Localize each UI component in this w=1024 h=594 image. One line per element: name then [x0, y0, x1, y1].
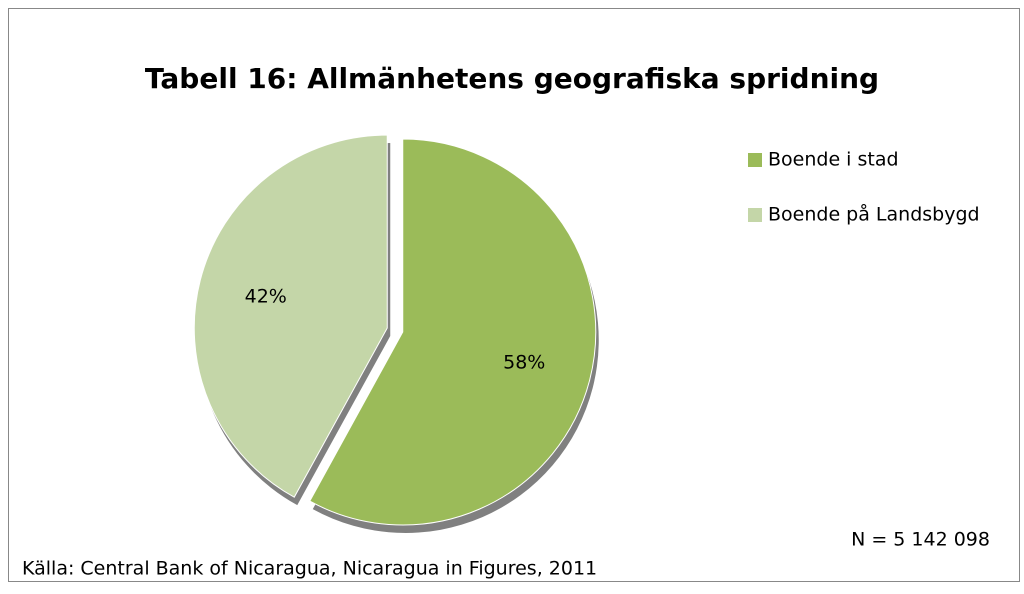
chart-title: Tabell 16: Allmänhetens geografiska spri…	[145, 62, 879, 95]
pie-slice	[193, 134, 388, 498]
data-label: 42%	[245, 285, 287, 307]
pie-slice	[309, 138, 597, 526]
annotation: Källa: Central Bank of Nicaragua, Nicara…	[22, 558, 597, 580]
legend-swatch	[748, 153, 762, 167]
legend-swatch	[748, 208, 762, 222]
legend-label: Boende på Landsbygd	[768, 203, 980, 226]
legend-label: Boende i stad	[768, 149, 899, 171]
data-label: 58%	[503, 352, 545, 374]
annotation: N = 5 142 098	[851, 529, 990, 551]
